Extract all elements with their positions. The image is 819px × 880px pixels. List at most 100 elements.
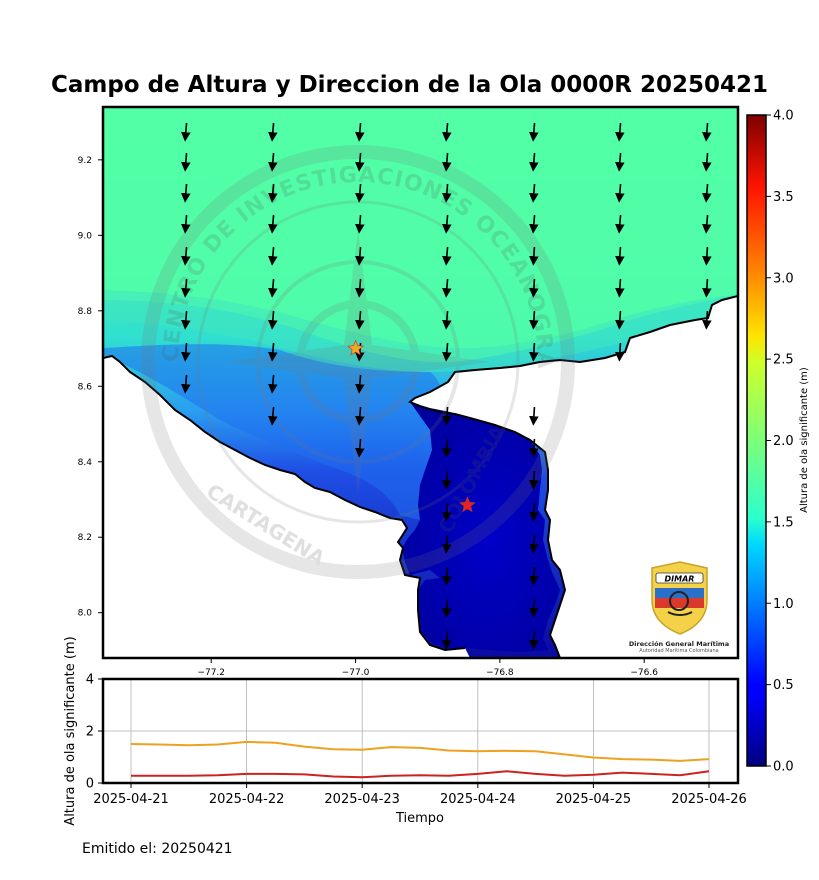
direction-arrow — [529, 502, 539, 522]
chart-ytick-label: 0 — [86, 777, 94, 792]
colorbar-tick-label: 0.5 — [773, 678, 794, 693]
direction-arrow — [615, 278, 625, 298]
direction-arrow — [529, 214, 539, 234]
direction-arrow — [181, 342, 191, 362]
direction-arrow — [442, 598, 452, 618]
direction-arrow — [181, 183, 191, 203]
sea-transition — [103, 290, 738, 372]
direction-arrow — [442, 278, 452, 298]
red-star-marker — [459, 496, 476, 513]
direction-arrow — [442, 438, 452, 458]
coastline-west — [103, 354, 466, 652]
chart-ylabel: Altura de ola significante (m) — [63, 636, 78, 825]
timeseries-chart: 2025-04-21 2025-04-22 2025-04-23 2025-04-24… — [63, 636, 747, 826]
land-southwest — [103, 356, 470, 658]
direction-arrow — [355, 438, 365, 458]
direction-arrow — [615, 152, 625, 172]
direction-arrow — [442, 183, 452, 203]
direction-arrow — [268, 246, 278, 266]
colorbar-tick-label: 0.0 — [773, 760, 794, 775]
direction-arrow — [702, 214, 712, 234]
direction-arrow — [181, 122, 191, 142]
direction-arrow — [702, 246, 712, 266]
direction-arrow — [268, 214, 278, 234]
chart-xtick-label: 2025-04-26 — [671, 792, 747, 807]
figure-title: Campo de Altura y Direccion de la Ola 00… — [50, 72, 769, 98]
map-xtick-label: −76.8 — [486, 668, 514, 678]
map-ytick-label: 8.0 — [78, 609, 93, 619]
direction-arrow — [442, 310, 452, 330]
direction-arrow — [529, 152, 539, 172]
direction-arrow — [529, 534, 539, 554]
logo-brand: DIMAR — [665, 575, 695, 584]
chart-grid — [103, 679, 738, 783]
direction-arrow — [442, 534, 452, 554]
direction-arrow — [355, 152, 365, 172]
direction-arrow — [181, 374, 191, 394]
series-line-1 — [131, 770, 710, 779]
direction-arrow — [529, 310, 539, 330]
map-xtick-label: −77.2 — [197, 668, 225, 678]
colorbar-tick-label: 2.5 — [773, 353, 794, 368]
direction-arrow — [268, 310, 278, 330]
wave-direction-arrows — [181, 122, 712, 650]
direction-arrow — [268, 183, 278, 203]
chart-ytick-label: 4 — [86, 673, 94, 688]
chart-xtick-label: 2025-04-23 — [324, 792, 400, 807]
chart-xtick-label: 2025-04-24 — [440, 792, 516, 807]
direction-arrow — [355, 278, 365, 298]
chart-xtick-label: 2025-04-22 — [209, 792, 285, 807]
direction-arrow — [268, 122, 278, 142]
direction-arrow — [181, 246, 191, 266]
map-ytick-label: 8.2 — [78, 533, 92, 543]
map-ytick-label: 8.6 — [78, 382, 93, 392]
direction-arrow — [355, 183, 365, 203]
direction-arrow — [615, 183, 625, 203]
direction-arrow — [355, 310, 365, 330]
direction-arrow — [702, 152, 712, 172]
map-xtick-label: −77.0 — [342, 668, 370, 678]
chart-series — [130, 740, 710, 779]
direction-arrow — [529, 183, 539, 203]
orange-star-marker — [347, 339, 364, 356]
direction-arrow — [181, 310, 191, 330]
direction-arrow — [442, 406, 452, 426]
direction-arrow — [355, 246, 365, 266]
dimar-logo: DIMAR Dirección General Marítima Autorid… — [629, 561, 729, 654]
chart-xlabel: Tiempo — [395, 811, 444, 826]
colorbar-ticks: 0.0 0.5 1.0 1.5 2.0 2.5 3.0 3.5 4.0 — [766, 109, 794, 775]
logo-line2: Autoridad Marítima Colombiana — [639, 647, 718, 654]
direction-arrow — [268, 406, 278, 426]
station-markers — [347, 339, 476, 513]
colorbar-tick-label: 3.5 — [773, 190, 794, 205]
direction-arrow — [529, 122, 539, 142]
direction-arrow — [442, 122, 452, 142]
direction-arrow — [615, 214, 625, 234]
direction-arrow — [181, 278, 191, 298]
emitido-label: Emitido el: 20250421 — [82, 841, 233, 857]
map-ytick-label: 9.0 — [78, 231, 93, 241]
direction-arrow — [702, 278, 712, 298]
direction-arrow — [442, 630, 452, 650]
direction-arrow — [529, 598, 539, 618]
colorbar-tick-label: 2.0 — [773, 434, 794, 449]
direction-arrow — [355, 374, 365, 394]
direction-arrow — [355, 214, 365, 234]
direction-arrow — [268, 342, 278, 362]
colorbar-label: Altura de ola significante (m) — [799, 367, 810, 513]
direction-arrow — [529, 246, 539, 266]
direction-arrow — [529, 406, 539, 426]
direction-arrow — [268, 152, 278, 172]
coastline-east — [408, 295, 738, 658]
direction-arrow — [442, 152, 452, 172]
map-frame — [101, 105, 740, 660]
colorbar-tick-label: 3.0 — [773, 271, 794, 286]
direction-arrow — [615, 342, 625, 362]
map-axis-ticks: −77.2 −77.0 −76.8 −76.6 9.2 9.0 8.8 8.6 8.4 8.2 8.… — [78, 156, 659, 678]
wave-height-map: CENTRO DE INVESTIGACIONES OCEANOGRÁFICAS… — [103, 107, 738, 658]
direction-arrow — [355, 406, 365, 426]
series-line-0 — [130, 740, 710, 762]
colorbar-gradient — [746, 114, 767, 767]
direction-arrow — [442, 470, 452, 490]
